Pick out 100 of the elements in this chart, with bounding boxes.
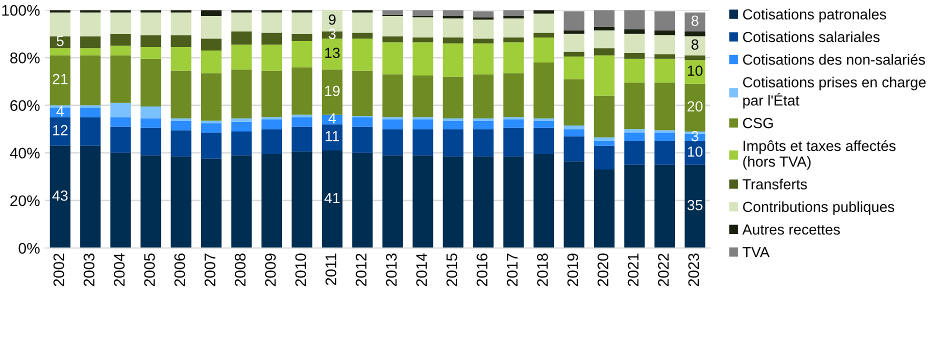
bar xyxy=(442,10,464,16)
bar xyxy=(261,32,282,45)
bar xyxy=(624,129,645,133)
bar xyxy=(110,102,131,118)
bar xyxy=(473,74,494,118)
bar xyxy=(231,70,252,118)
x-tick-label: 2019 xyxy=(567,254,578,286)
bar xyxy=(412,17,434,38)
bar xyxy=(382,16,403,36)
data-label: 8 xyxy=(692,16,698,26)
bar xyxy=(624,82,645,130)
bar xyxy=(564,129,584,136)
bar xyxy=(140,35,162,47)
bar xyxy=(231,118,252,122)
bar xyxy=(412,155,434,248)
x-tick-label: 2010 xyxy=(295,253,306,286)
bar xyxy=(292,126,312,152)
bar xyxy=(292,117,312,127)
bar xyxy=(140,58,162,106)
bar xyxy=(352,12,373,33)
bar xyxy=(80,48,101,56)
data-label: 10 xyxy=(688,66,702,76)
x-tick-label: 2022 xyxy=(658,254,669,286)
bar xyxy=(352,32,373,39)
bar xyxy=(231,44,252,70)
bar xyxy=(654,35,675,54)
bar xyxy=(473,156,494,248)
bar xyxy=(624,132,645,141)
legend-label: TVA xyxy=(742,247,770,258)
bar xyxy=(261,129,282,154)
bar xyxy=(503,156,524,248)
bar xyxy=(201,50,222,74)
data-label: 35 xyxy=(687,200,702,210)
data-label: 11 xyxy=(326,131,340,142)
bar xyxy=(564,34,584,52)
bar xyxy=(564,52,584,57)
bar xyxy=(594,10,615,27)
legend-label: Autres recettes xyxy=(742,224,840,235)
bar xyxy=(352,70,373,116)
bar xyxy=(50,146,70,248)
bar xyxy=(322,38,342,70)
bar xyxy=(201,132,222,159)
bar xyxy=(624,52,645,59)
bar xyxy=(473,43,494,74)
bar xyxy=(412,10,434,16)
bar xyxy=(442,156,464,248)
bar xyxy=(412,42,434,76)
x-tick-label: 2016 xyxy=(476,254,488,286)
bar xyxy=(170,70,192,118)
data-label: 13 xyxy=(325,48,340,58)
bar xyxy=(654,82,675,130)
bar xyxy=(322,150,342,248)
bar xyxy=(80,117,101,146)
bar xyxy=(594,48,615,56)
bar xyxy=(442,129,464,156)
legend-label: Cotisations patronales xyxy=(743,8,886,22)
bar xyxy=(624,10,645,30)
bar xyxy=(503,42,524,74)
x-tick-label: 2018 xyxy=(537,254,548,286)
bar xyxy=(624,29,645,34)
bar xyxy=(110,126,131,153)
bar xyxy=(231,155,252,248)
bar xyxy=(170,35,192,47)
bar xyxy=(140,118,162,128)
bar xyxy=(412,117,434,120)
bar xyxy=(684,55,706,60)
bar xyxy=(654,132,675,141)
x-tick-label: 2020 xyxy=(598,253,608,286)
bar xyxy=(473,38,494,44)
bar xyxy=(624,58,645,83)
bar xyxy=(684,12,706,32)
bar xyxy=(624,34,645,53)
bar xyxy=(473,20,494,39)
x-tick-label: 2008 xyxy=(234,254,246,286)
bar xyxy=(654,11,675,30)
bar xyxy=(473,129,494,156)
bar xyxy=(473,120,494,130)
bar xyxy=(564,30,584,34)
bar xyxy=(261,44,282,71)
bar xyxy=(382,155,403,248)
y-tick-label: 40% xyxy=(10,148,40,159)
bar xyxy=(654,54,675,59)
bar xyxy=(594,137,615,141)
bar xyxy=(110,46,131,56)
bar xyxy=(534,128,554,154)
bar xyxy=(382,36,403,42)
bar xyxy=(503,73,524,118)
bar xyxy=(594,26,615,30)
bar xyxy=(231,32,252,45)
bar xyxy=(80,55,101,106)
bar xyxy=(624,164,645,248)
y-tick-label: 60% xyxy=(10,100,40,111)
bar xyxy=(382,120,403,130)
x-tick-label: 2014 xyxy=(416,253,427,286)
bar xyxy=(231,122,252,132)
data-label: 41 xyxy=(324,192,340,204)
data-label: 8 xyxy=(692,39,698,50)
bar xyxy=(624,140,645,165)
data-label: 9 xyxy=(328,14,336,25)
data-label: 3 xyxy=(691,130,698,142)
